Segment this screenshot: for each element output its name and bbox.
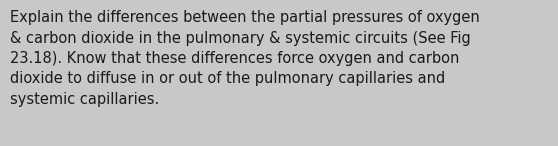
Text: Explain the differences between the partial pressures of oxygen
& carbon dioxide: Explain the differences between the part…	[10, 10, 480, 107]
